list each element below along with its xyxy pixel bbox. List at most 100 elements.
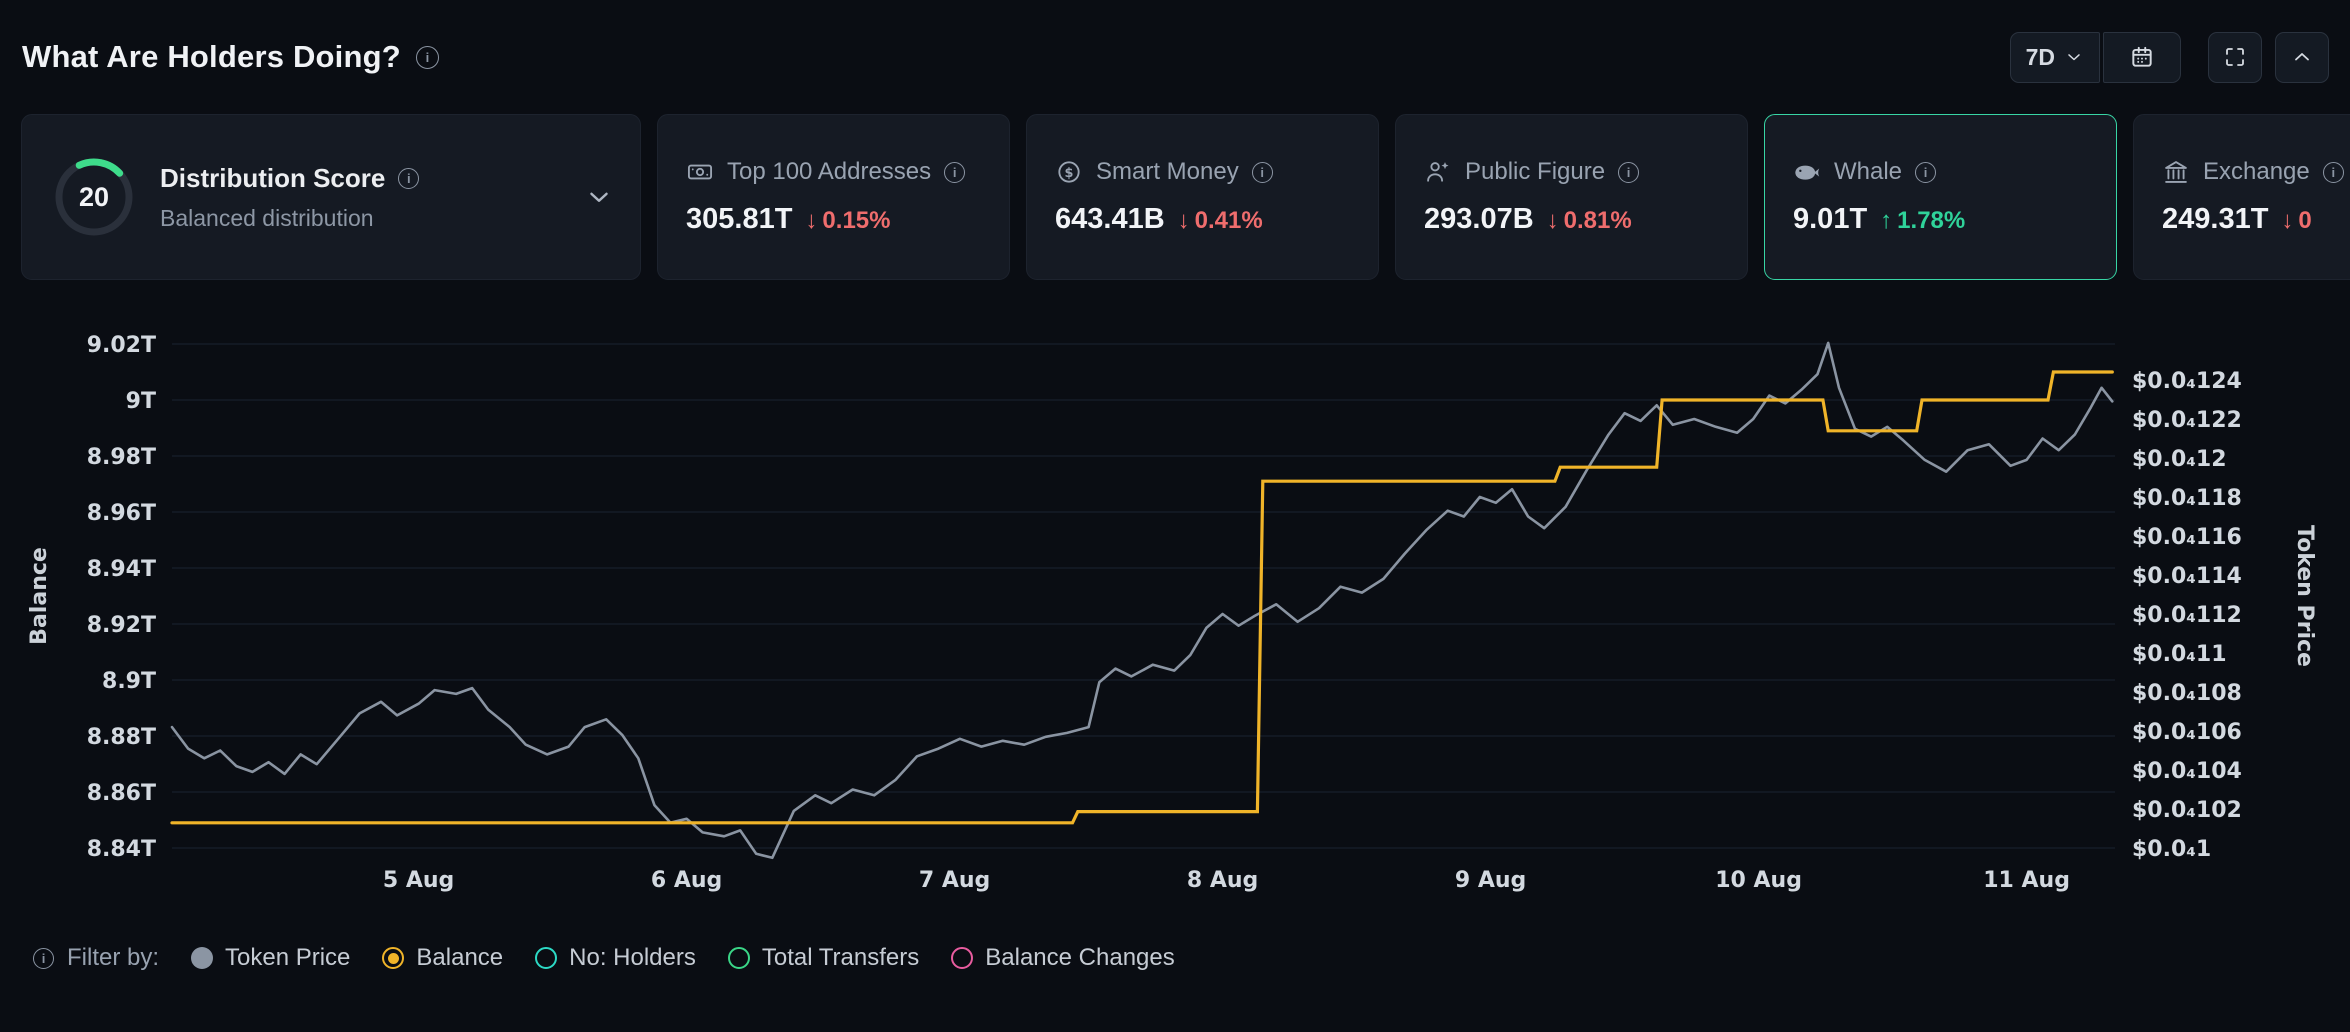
info-icon[interactable] — [2322, 161, 2344, 183]
right-axis-tick-label: $0.0₄122 — [2132, 408, 2242, 433]
change-value: 0.81% — [1563, 207, 1632, 234]
info-icon[interactable] — [33, 947, 54, 969]
balance-series-line — [170, 370, 2114, 825]
header-controls: 7D — [2009, 31, 2329, 83]
collapse-button[interactable] — [2275, 31, 2329, 83]
stat-card-value: 293.07B — [1424, 203, 1534, 235]
calendar-icon — [2132, 46, 2152, 67]
person-star-icon — [1424, 158, 1452, 186]
info-icon[interactable] — [944, 161, 966, 183]
legend-item-balance[interactable]: Balance — [382, 944, 503, 972]
left-axis-tick-label: 8.9T — [102, 669, 156, 694]
widget-header: What Are Holders Doing? 7D — [0, 0, 2350, 100]
change-value: 0.15% — [822, 207, 891, 234]
legend-item-total-transfers[interactable]: Total Transfers — [727, 944, 920, 972]
info-icon[interactable] — [1618, 161, 1640, 183]
stat-card-public-figure[interactable]: Public Figure 293.07B ↓0.81% — [1395, 114, 1748, 280]
stat-card-value: 249.31T — [2162, 203, 2269, 235]
stat-card-value: 9.01T — [1793, 203, 1868, 235]
right-axis-tick-label: $0.0₄114 — [2132, 564, 2242, 589]
distribution-score-text: Distribution Score Balanced distribution — [160, 163, 420, 232]
x-axis-tick-label: 9 Aug — [1455, 868, 1526, 893]
legend-item-label: Total Transfers — [761, 944, 920, 971]
stat-card-top100[interactable]: Top 100 Addresses 305.81T ↓0.15% — [657, 114, 1010, 280]
stat-card-change: ↓ 0.81% — [1547, 207, 1632, 235]
up-arrow-icon: ↑ — [1880, 207, 1893, 234]
left-axis-tick-label: 8.92T — [87, 613, 156, 638]
down-arrow-icon: ↓ — [2281, 207, 2294, 234]
legend-marker — [535, 947, 558, 969]
left-axis-tick-label: 8.98T — [87, 445, 156, 470]
stat-card-label: Whale — [1834, 158, 1903, 185]
stat-card-smart-money[interactable]: $ Smart Money 643.41B ↓0.41% — [1026, 114, 1379, 280]
legend-marker — [727, 947, 750, 969]
change-value: 1.78% — [1897, 207, 1966, 234]
x-axis-tick-label: 10 Aug — [1715, 868, 1802, 893]
stat-card-whale[interactable]: Whale 9.01T ↑1.78% — [1764, 114, 2117, 280]
info-icon[interactable] — [1251, 161, 1273, 183]
chevron-down-icon — [2068, 54, 2080, 61]
holder-category-cards: 20 Distribution Score Balanced distribut… — [21, 114, 2350, 280]
token-price-series-line — [170, 341, 2114, 860]
svg-text:$: $ — [1065, 166, 1074, 181]
right-axis-tick-label: $0.0₄104 — [2132, 759, 2242, 784]
legend-marker — [951, 947, 974, 969]
left-axis-tick-label: 8.94T — [87, 557, 156, 582]
legend-item-balance-changes[interactable]: Balance Changes — [951, 944, 1175, 972]
right-axis-tick-label: $0.0₄124 — [2132, 369, 2242, 394]
down-arrow-icon: ↓ — [805, 207, 818, 234]
filter-by: Filter by: — [33, 944, 159, 972]
info-icon[interactable] — [1915, 161, 1937, 183]
filter-by-label: Filter by: — [67, 944, 160, 971]
right-axis-tick-label: $0.0₄12 — [2132, 447, 2227, 472]
legend-items: Token Price Balance No: Holders Total Trans… — [191, 944, 1175, 972]
stat-card-label: Exchange — [2203, 158, 2310, 185]
title-info-icon[interactable] — [415, 45, 439, 69]
stat-card-change: ↓ 0.41% — [1178, 207, 1263, 235]
info-icon[interactable] — [398, 167, 420, 189]
gauge-ring — [55, 158, 133, 236]
x-axis-tick-label: 6 Aug — [651, 868, 722, 893]
down-arrow-icon: ↓ — [1546, 207, 1559, 234]
left-axis-tick-label: 8.88T — [87, 725, 156, 750]
left-axis-tick-label: 9T — [126, 389, 156, 414]
stat-card-change: ↓ 0 — [2281, 207, 2311, 235]
bank-icon — [2162, 158, 2190, 186]
right-axis-tick-label: $0.0₄112 — [2132, 603, 2242, 628]
distribution-score-card[interactable]: 20 Distribution Score Balanced distribut… — [21, 114, 641, 280]
stat-card-exchange[interactable]: Exchange 249.31T ↓0 — [2133, 114, 2350, 280]
legend-item-label: Balance — [416, 944, 504, 971]
left-axis-tick-label: 8.84T — [87, 837, 156, 862]
x-axis-tick-label: 11 Aug — [1983, 868, 2070, 893]
date-range-button[interactable] — [2103, 31, 2181, 83]
stat-card-change: ↑ 1.78% — [1880, 207, 1965, 235]
right-axis-tick-label: $0.0₄11 — [2132, 642, 2227, 667]
right-axis-tick-label: $0.0₄108 — [2132, 681, 2242, 706]
stat-card-value: 643.41B — [1055, 203, 1165, 235]
change-value: 0 — [2298, 207, 2312, 234]
right-axis-tick-label: $0.0₄118 — [2132, 486, 2242, 511]
stat-card-value: 305.81T — [686, 203, 793, 235]
down-arrow-icon: ↓ — [1177, 207, 1190, 234]
chevron-down-icon[interactable] — [584, 182, 614, 212]
timeframe-dropdown[interactable]: 7D — [2009, 31, 2100, 83]
legend-item-token-price[interactable]: Token Price — [191, 944, 350, 972]
fullscreen-button[interactable] — [2208, 31, 2262, 83]
left-axis-tick-label: 9.02T — [87, 333, 156, 358]
legend-item-no-holders[interactable]: No: Holders — [535, 944, 696, 972]
distribution-score-value: 20 — [78, 181, 110, 212]
right-axis-tick-label: $0.0₄116 — [2132, 525, 2242, 550]
distribution-score-gauge: 20 — [52, 155, 136, 239]
legend-item-label: Balance Changes — [985, 944, 1175, 971]
stat-card-change: ↓ 0.15% — [805, 207, 890, 235]
right-axis-tick-label: $0.0₄102 — [2132, 798, 2242, 823]
stat-card-label: Public Figure — [1465, 158, 1606, 185]
legend-item-label: Token Price — [225, 944, 351, 971]
whale-icon — [1793, 158, 1821, 186]
x-axis-tick-label: 7 Aug — [919, 868, 990, 893]
right-axis-title: Token Price — [2292, 525, 2317, 667]
stat-card-label: Top 100 Addresses — [727, 158, 932, 185]
right-axis-tick-label: $0.0₄106 — [2132, 720, 2242, 745]
fullscreen-icon — [2226, 48, 2244, 66]
banknote-icon — [686, 158, 714, 186]
